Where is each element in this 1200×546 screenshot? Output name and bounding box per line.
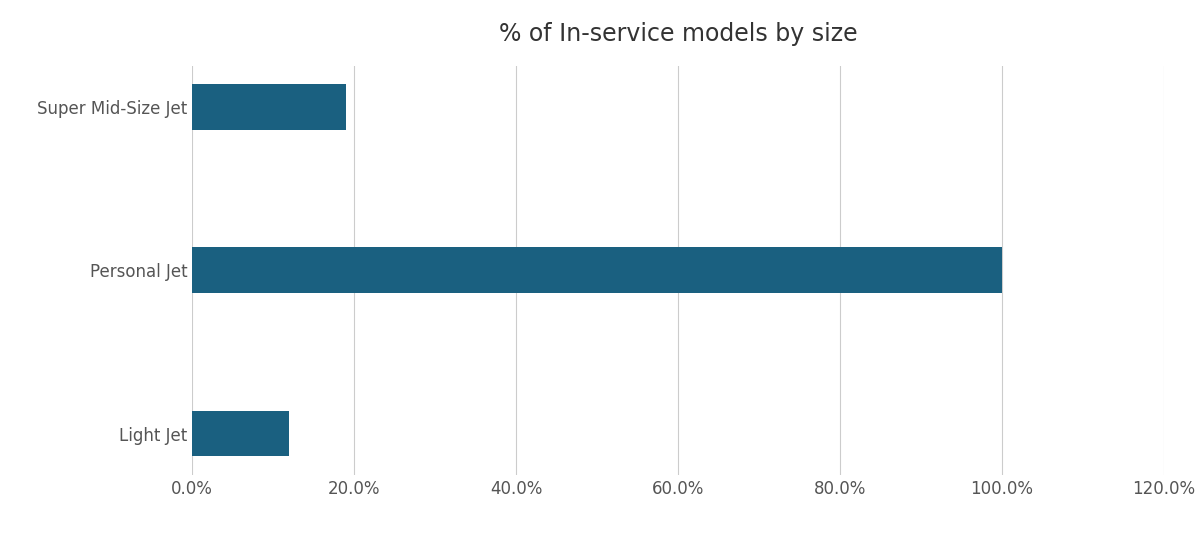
Bar	[192, 411, 289, 456]
Title: % of In-service models by size: % of In-service models by size	[499, 21, 857, 45]
Bar	[192, 84, 346, 130]
Bar	[192, 247, 1002, 293]
